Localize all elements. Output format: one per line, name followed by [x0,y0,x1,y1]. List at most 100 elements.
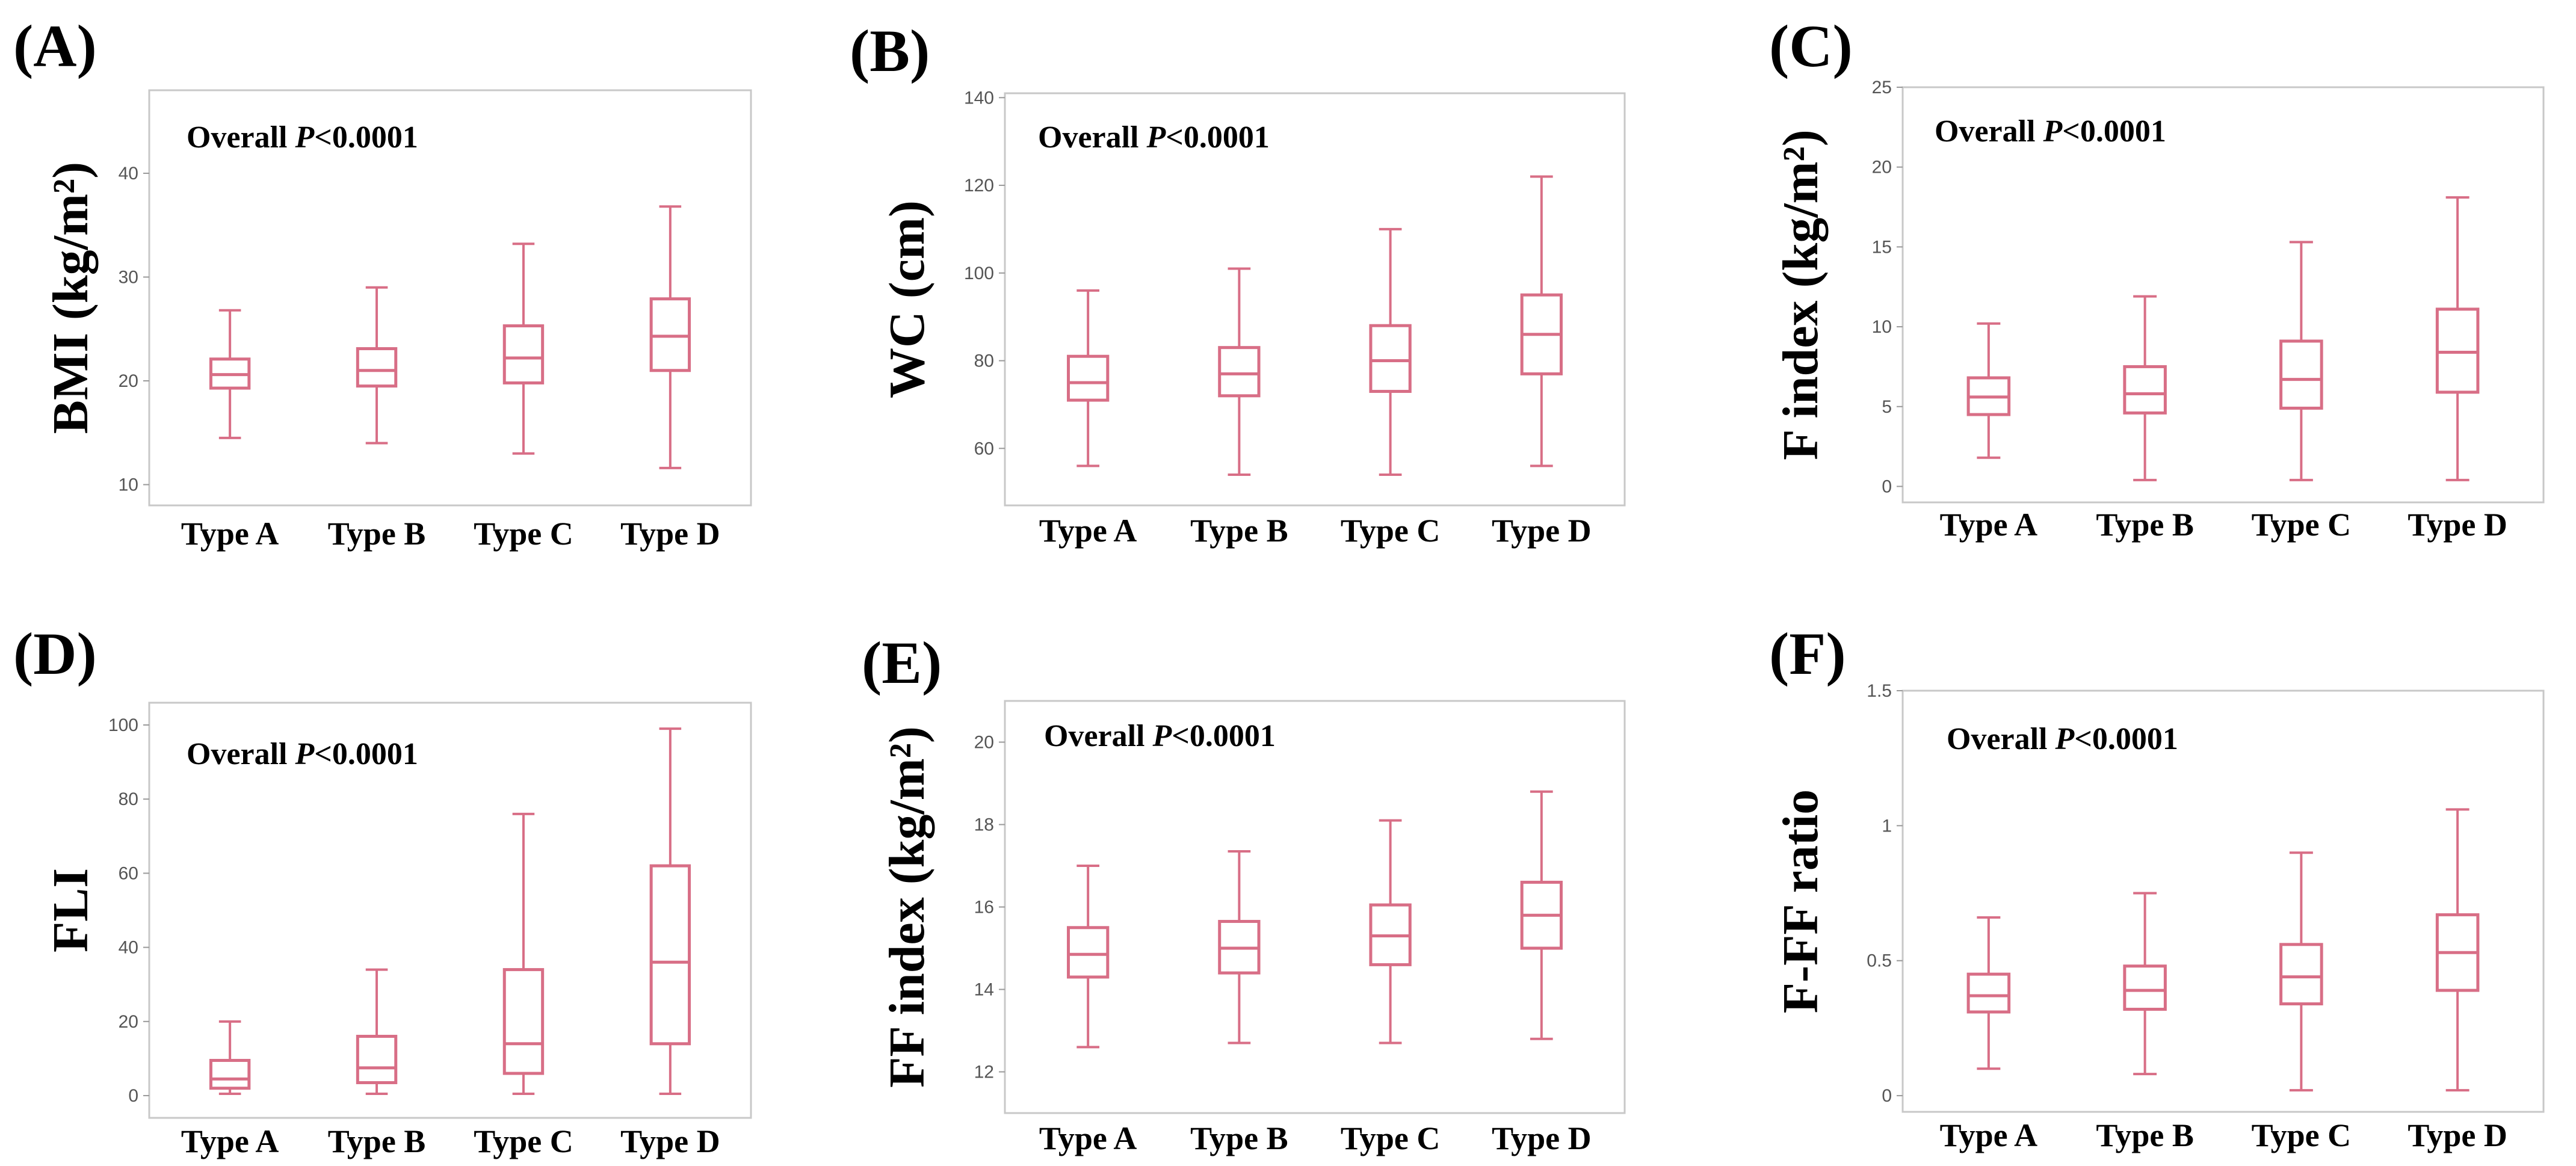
y-tick-label: 10 [1872,317,1892,337]
box-3 [2279,241,2323,481]
category-label: Type A [181,1123,279,1159]
y-tick-label: 20 [974,733,994,753]
box-1 [209,1020,251,1095]
y-tick-label: 100 [964,264,994,283]
box-2 [356,286,398,445]
iqr-box [1067,354,1110,402]
chart-panel-c: (C) F index (kg/m²) 0 5 10 15 20 25 Overall P<0.… [1769,13,2545,543]
y-axis-label: BMI (kg/m²) [43,162,99,434]
box-3 [2279,851,2323,1092]
y-tick-label: 1 [1882,816,1892,836]
y-tick-label: 10 [119,475,138,495]
y-tick-label: 40 [119,164,138,184]
category-label: Type C [474,1123,573,1159]
category-label: Type B [328,516,426,552]
panel-letter: (E) [862,629,942,696]
y-tick-label: 30 [119,268,138,288]
box-2 [1218,267,1261,476]
p-suffix: <0.0001 [2074,722,2178,756]
panel-letter: (F) [1769,620,1846,687]
category-label: Type A [181,516,279,552]
overall-p-value: Overall P<0.0001 [1935,114,2166,149]
panel-letter: (D) [13,620,97,687]
p-suffix: <0.0001 [1172,719,1276,753]
y-axis-label: F index (kg/m²) [1773,129,1829,460]
category-label: Type B [2096,507,2194,543]
iqr-box [1067,926,1110,979]
plot-frame [1901,689,2545,1113]
iqr-box [1966,972,2011,1014]
box-2 [2123,892,2167,1076]
category-label: Type D [2408,507,2507,543]
y-axis-label: FLI [43,868,99,952]
box-1 [1067,865,1110,1049]
p-suffix: <0.0001 [314,737,418,771]
iqr-box [502,324,545,384]
box-3 [1369,819,1412,1044]
y-tick-label: 25 [1872,78,1892,97]
iqr-box [649,864,691,1046]
p-symbol: P [295,120,315,155]
category-label: Type C [1341,513,1441,549]
category-label: Type B [2096,1117,2194,1153]
box-4 [1520,790,1563,1040]
y-tick-label: 20 [119,371,138,391]
y-axis-label: FF index (kg/m²) [879,726,935,1088]
category-label: Type D [620,516,720,552]
iqr-box [356,347,398,388]
box-2 [1218,850,1261,1044]
box-4 [2435,196,2480,481]
category-label: Type C [474,516,573,552]
category-label: Type B [328,1123,426,1159]
y-tick-label: 80 [974,351,994,371]
box-1 [1966,916,2011,1070]
y-tick-label: 0 [1882,1086,1892,1106]
chart-panel-a: (A) BMI (kg/m²) 10 20 30 40 Overall P<0.0001 Ty… [13,13,752,552]
p-prefix: Overall [187,737,295,771]
p-suffix: <0.0001 [1166,120,1270,155]
p-symbol: P [1152,719,1173,753]
y-tick-label: 14 [974,980,994,1000]
y-tick-label: 15 [1872,237,1892,257]
p-prefix: Overall [1935,114,2043,149]
y-tick-label: 60 [119,863,138,883]
p-symbol: P [2043,114,2063,149]
y-tick-label: 0 [128,1086,138,1106]
iqr-box [2279,339,2323,410]
panel-letter: (A) [13,13,97,79]
chart-panel-f: (F) F-FF ratio 0 0.5 1 1.5 Overall P<0.0001 Typ… [1769,620,2545,1153]
panel-letter: (C) [1769,13,1853,79]
chart-panel-e: (E) FF index (kg/m²) 12 14 16 18 20 Overall P<0… [862,629,1626,1156]
chart-panel-d: (D) FLI 0 20 40 60 80 100 Overall P<0.0001 Type A… [13,620,752,1159]
iqr-box [356,1034,398,1084]
overall-p-value: Overall P<0.0001 [1947,722,2178,756]
iqr-box [209,1059,251,1090]
box-1 [209,309,251,439]
box-4 [2435,808,2480,1092]
box-2 [2123,295,2167,481]
chart-panel-b: (B) WC (cm) 60 80 100 120 140 Overall P<0.0001 T… [850,17,1626,549]
plot-frame [1004,92,1626,507]
overall-p-value: Overall P<0.0001 [187,737,418,771]
p-symbol: P [295,737,315,771]
panel-letter: (B) [850,17,930,84]
category-label: Type A [1940,1117,2038,1153]
category-label: Type C [1341,1120,1441,1156]
y-tick-label: 12 [974,1063,994,1082]
y-axis-label: F-FF ratio [1773,789,1829,1013]
category-label: Type D [1492,1120,1592,1156]
y-tick-label: 120 [964,176,994,196]
category-label: Type C [2252,1117,2352,1153]
p-prefix: Overall [1947,722,2056,756]
box-1 [1067,289,1110,467]
y-tick-label: 40 [119,938,138,958]
overall-p-value: Overall P<0.0001 [1044,719,1276,753]
p-suffix: <0.0001 [2062,114,2166,149]
box-1 [1966,322,2011,459]
y-tick-label: 80 [119,789,138,809]
box-3 [502,242,545,455]
iqr-box [2279,943,2323,1006]
category-label: Type A [1940,507,2038,543]
category-label: Type D [620,1123,720,1159]
box-4 [649,727,691,1095]
